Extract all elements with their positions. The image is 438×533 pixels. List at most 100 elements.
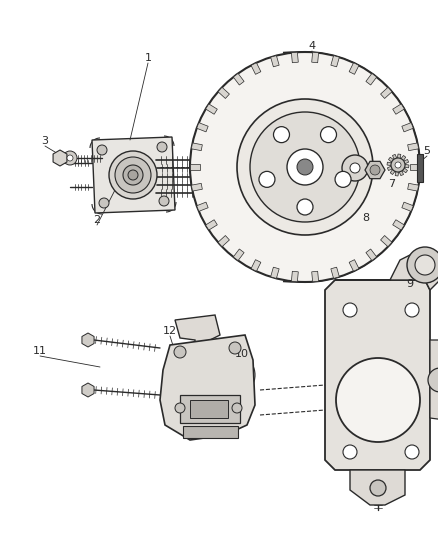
Polygon shape bbox=[291, 52, 297, 63]
Circle shape bbox=[286, 149, 322, 185]
Circle shape bbox=[109, 151, 157, 199]
Text: 12: 12 bbox=[162, 326, 177, 336]
Bar bbox=[416, 154, 422, 182]
Text: 5: 5 bbox=[423, 146, 430, 156]
Polygon shape bbox=[205, 104, 217, 114]
Polygon shape bbox=[311, 271, 318, 282]
Circle shape bbox=[427, 368, 438, 392]
Polygon shape bbox=[403, 159, 408, 164]
Circle shape bbox=[159, 196, 169, 206]
Circle shape bbox=[273, 127, 289, 143]
Bar bbox=[180, 395, 240, 423]
Circle shape bbox=[175, 403, 184, 413]
Text: 4: 4 bbox=[308, 41, 315, 51]
Polygon shape bbox=[380, 236, 391, 247]
Polygon shape bbox=[330, 267, 339, 278]
Circle shape bbox=[99, 198, 109, 208]
Polygon shape bbox=[394, 172, 398, 176]
Circle shape bbox=[342, 303, 356, 317]
Circle shape bbox=[406, 247, 438, 283]
Circle shape bbox=[63, 151, 77, 165]
Polygon shape bbox=[400, 156, 405, 160]
Text: 8: 8 bbox=[362, 213, 369, 223]
Circle shape bbox=[231, 403, 241, 413]
Circle shape bbox=[335, 358, 419, 442]
Circle shape bbox=[237, 99, 372, 235]
Polygon shape bbox=[218, 236, 229, 247]
Polygon shape bbox=[392, 155, 396, 159]
Polygon shape bbox=[251, 260, 260, 271]
Polygon shape bbox=[407, 143, 418, 151]
Polygon shape bbox=[392, 220, 403, 230]
Circle shape bbox=[320, 127, 336, 143]
Polygon shape bbox=[324, 280, 429, 470]
Polygon shape bbox=[92, 137, 175, 213]
Polygon shape bbox=[233, 74, 244, 85]
Polygon shape bbox=[386, 162, 391, 166]
Polygon shape bbox=[365, 74, 376, 85]
Polygon shape bbox=[348, 260, 358, 271]
Circle shape bbox=[258, 172, 274, 188]
Polygon shape bbox=[233, 249, 244, 261]
Polygon shape bbox=[334, 250, 438, 290]
Polygon shape bbox=[398, 171, 403, 176]
Polygon shape bbox=[311, 52, 318, 63]
Text: 3: 3 bbox=[42, 136, 48, 146]
Circle shape bbox=[190, 52, 419, 282]
Polygon shape bbox=[190, 164, 200, 170]
Polygon shape bbox=[380, 87, 391, 99]
Polygon shape bbox=[270, 55, 279, 67]
Polygon shape bbox=[388, 157, 392, 162]
Circle shape bbox=[394, 162, 400, 168]
Circle shape bbox=[297, 199, 312, 215]
Circle shape bbox=[390, 158, 404, 172]
Text: 6: 6 bbox=[339, 209, 346, 219]
Polygon shape bbox=[251, 63, 260, 74]
Polygon shape bbox=[401, 123, 412, 132]
Polygon shape bbox=[159, 335, 254, 440]
Text: 2: 2 bbox=[93, 215, 100, 225]
Text: 7: 7 bbox=[388, 179, 395, 189]
Polygon shape bbox=[196, 202, 208, 212]
Polygon shape bbox=[330, 55, 339, 67]
Circle shape bbox=[404, 303, 418, 317]
Text: 11: 11 bbox=[33, 346, 47, 356]
Circle shape bbox=[404, 445, 418, 459]
Circle shape bbox=[97, 145, 107, 155]
Polygon shape bbox=[348, 63, 358, 74]
Circle shape bbox=[341, 155, 367, 181]
Circle shape bbox=[128, 170, 138, 180]
Polygon shape bbox=[389, 169, 394, 174]
Circle shape bbox=[67, 155, 73, 161]
Polygon shape bbox=[191, 183, 202, 191]
Polygon shape bbox=[429, 340, 438, 420]
Polygon shape bbox=[191, 143, 202, 151]
Circle shape bbox=[414, 255, 434, 275]
Circle shape bbox=[334, 172, 350, 188]
Polygon shape bbox=[175, 315, 219, 358]
Polygon shape bbox=[283, 52, 419, 282]
Bar bbox=[183, 426, 237, 438]
Polygon shape bbox=[392, 104, 403, 114]
Circle shape bbox=[157, 142, 166, 152]
Circle shape bbox=[115, 157, 151, 193]
Circle shape bbox=[369, 165, 379, 175]
Polygon shape bbox=[218, 87, 229, 99]
Circle shape bbox=[229, 342, 240, 354]
Circle shape bbox=[369, 480, 385, 496]
Polygon shape bbox=[404, 164, 408, 168]
Circle shape bbox=[173, 346, 186, 358]
Text: 1: 1 bbox=[144, 53, 151, 63]
Bar bbox=[190, 400, 227, 418]
Polygon shape bbox=[396, 154, 400, 158]
Polygon shape bbox=[409, 164, 419, 170]
Polygon shape bbox=[291, 271, 297, 282]
Circle shape bbox=[342, 445, 356, 459]
Polygon shape bbox=[386, 166, 392, 171]
Circle shape bbox=[249, 112, 359, 222]
Polygon shape bbox=[365, 249, 376, 261]
Text: 9: 9 bbox=[406, 279, 413, 289]
Circle shape bbox=[349, 163, 359, 173]
Polygon shape bbox=[349, 470, 404, 505]
Circle shape bbox=[123, 165, 143, 185]
